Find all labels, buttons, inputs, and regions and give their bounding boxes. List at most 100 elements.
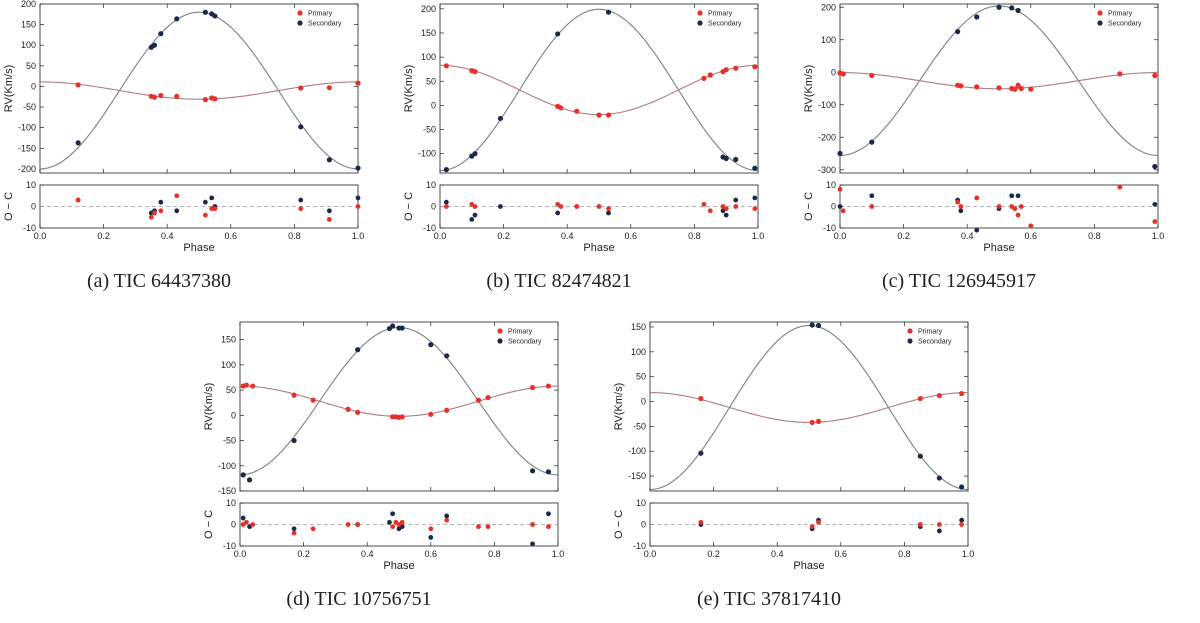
primary-residual (707, 208, 713, 214)
legend-secondary-marker (907, 338, 913, 344)
primary-residual (1015, 212, 1021, 218)
rv-ytick-label: 0 (31, 81, 36, 91)
secondary-point (240, 472, 246, 478)
primary-residual (476, 524, 481, 530)
primary-point (291, 392, 297, 398)
secondary-point (752, 165, 758, 171)
secondary-point (399, 325, 405, 331)
secondary-point (996, 4, 1002, 10)
panel-caption: (d) TIC 10756751 (286, 588, 431, 610)
x-tick-label: 0.8 (1088, 231, 1101, 241)
oc-ytick-label: 0 (431, 202, 436, 212)
rv-plot-frame (439, 3, 759, 174)
primary-point (574, 108, 580, 114)
primary-point (326, 85, 332, 91)
x-tick-label: 0.4 (771, 549, 784, 559)
rv-ytick-label: 0 (831, 67, 836, 77)
oc-ytick-label: -10 (823, 223, 836, 233)
x-axis-label: Phase (983, 242, 1014, 254)
primary-point (355, 80, 361, 86)
primary-point (959, 390, 965, 397)
primary-point (475, 397, 482, 403)
oc-ytick-label: 10 (26, 180, 36, 190)
secondary-point (326, 157, 332, 163)
rv-ytick-label: 0 (641, 397, 646, 407)
rv-ytick-label: -100 (218, 461, 236, 471)
x-tick-label: 1.0 (962, 549, 975, 559)
oc-ytick-label: 0 (31, 202, 36, 212)
primary-residual (574, 204, 580, 209)
secondary-residual (472, 212, 478, 218)
secondary-residual (444, 513, 450, 519)
primary-residual (212, 206, 218, 212)
primary-residual (723, 206, 729, 212)
primary-residual (443, 204, 449, 209)
secondary-point (545, 469, 552, 475)
secondary-point (723, 155, 729, 162)
secondary-residual (158, 199, 164, 205)
secondary-residual (202, 199, 208, 205)
secondary-point (390, 323, 396, 329)
chart-panel-c: -300 -200 -100 0 100 200 -10 0 10 0.0 0.2 0.4 0.6 0.8… (800, 0, 1200, 300)
primary-residual (1012, 206, 1018, 212)
legend-secondary-label: Secondary (918, 339, 952, 346)
rv-ytick-label: -200 (818, 132, 836, 142)
primary-point (75, 82, 81, 88)
primary-residual (917, 522, 923, 527)
primary-residual (202, 212, 208, 218)
primary-point (202, 97, 208, 103)
primary-point (443, 63, 449, 69)
panel-caption: (b) TIC 82474821 (486, 270, 631, 292)
rv-ytick-label: -300 (818, 165, 836, 175)
primary-residual (809, 524, 815, 530)
oc-axis-label: O − C (803, 192, 815, 221)
secondary-residual (530, 541, 535, 547)
secondary-residual (936, 528, 942, 534)
primary-residual (152, 210, 157, 216)
primary-residual (444, 517, 450, 523)
secondary-point (698, 450, 704, 456)
rv-ytick-label: -100 (418, 149, 436, 159)
primary-residual (606, 206, 611, 212)
primary-point (298, 85, 304, 91)
primary-residual (158, 208, 164, 214)
legend-primary-label: Primary (1108, 11, 1133, 18)
primary-residual (558, 204, 564, 209)
primary-residual (996, 204, 1002, 209)
primary-point (974, 84, 980, 90)
secondary-residual (498, 204, 503, 209)
panel-caption: (e) TIC 37817410 (697, 588, 841, 610)
rv-ytick-label: -100 (18, 123, 36, 133)
primary-point (733, 65, 739, 71)
secondary-residual (240, 515, 246, 521)
primary-point (212, 96, 218, 102)
primary-point (472, 69, 478, 75)
y-axis-label: RV(Km/s) (403, 65, 415, 112)
rv-ytick-label: 100 (631, 347, 646, 357)
primary-residual (530, 522, 535, 527)
secondary-residual (723, 212, 729, 218)
legend-primary-label: Primary (508, 329, 533, 336)
rv-ytick-label: -150 (218, 486, 236, 496)
oc-axis-label: O − C (613, 510, 625, 539)
primary-point (399, 414, 405, 420)
x-tick-label: 0.0 (234, 549, 247, 559)
primary-residual (1018, 204, 1024, 209)
x-tick-label: 0.2 (297, 549, 310, 559)
primary-point (250, 383, 256, 389)
primary-residual (428, 526, 434, 532)
rv-plot-frame (839, 3, 1159, 174)
x-tick-label: 1.0 (552, 549, 565, 559)
primary-point (1028, 86, 1034, 92)
rv-plot-frame (649, 321, 969, 492)
x-tick-label: 0.2 (497, 231, 510, 241)
primary-point (345, 406, 351, 412)
x-tick-label: 0.8 (488, 549, 501, 559)
primary-model-curve (39, 81, 359, 100)
x-tick-label: 0.6 (1025, 231, 1038, 241)
rv-ytick-label: -50 (223, 436, 236, 446)
secondary-point (246, 477, 253, 483)
primary-residual (310, 526, 316, 532)
